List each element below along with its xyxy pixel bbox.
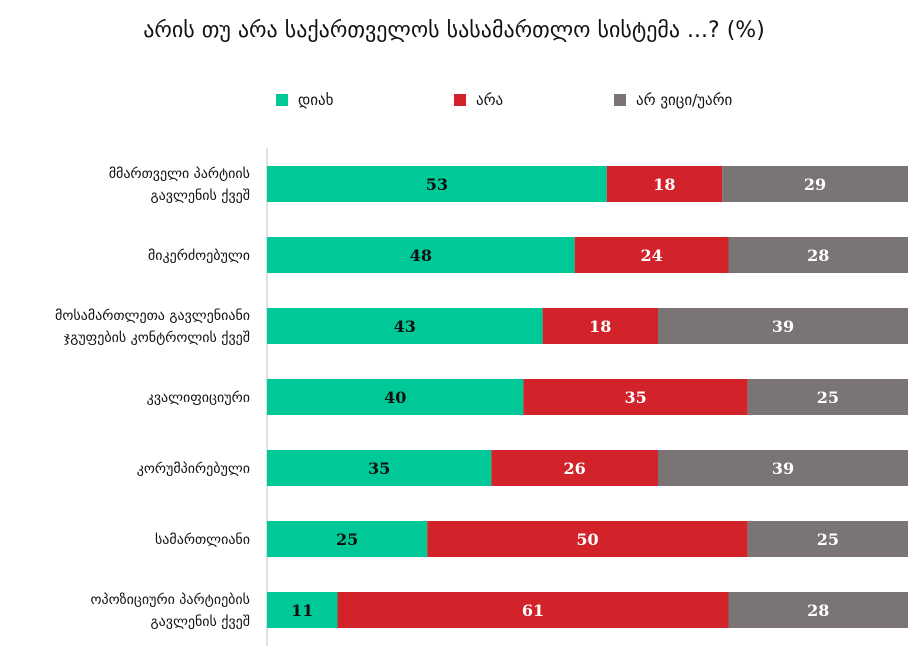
bar-segment-yes <box>267 521 428 557</box>
data-label-no: 18 <box>653 175 675 194</box>
legend-item-yes: დიახ <box>276 90 334 110</box>
data-label-dont-know: 28 <box>807 246 829 265</box>
bar-segment-yes <box>267 450 492 486</box>
bar-segment-dont-know <box>728 237 908 273</box>
legend-label-no: არა <box>476 91 504 109</box>
bar-segment-yes <box>267 166 607 202</box>
category-label: კვალიფიციური <box>147 389 250 406</box>
bar-segment-no <box>542 308 659 344</box>
data-label-dont-know: 29 <box>804 175 826 194</box>
bar-segment-no <box>427 521 748 557</box>
category-label: მიკერძოებული <box>148 247 250 264</box>
data-label-dont-know: 39 <box>772 459 794 478</box>
bar-segment-no <box>337 592 729 628</box>
bar-segment-no <box>491 450 659 486</box>
data-label-no: 26 <box>564 459 586 478</box>
data-label-no: 35 <box>624 388 646 407</box>
bar-segment-no <box>523 379 748 415</box>
data-label-yes: 11 <box>291 601 313 620</box>
category-label: კორუმპირებული <box>137 460 250 477</box>
category-label: სამართლიანი <box>155 531 250 548</box>
bar-segment-yes <box>267 379 524 415</box>
legend-item-dont-know: არ ვიცი/უარი <box>614 90 732 110</box>
data-label-no: 24 <box>640 246 662 265</box>
data-label-no: 50 <box>576 530 598 549</box>
bar-segment-no <box>574 237 729 273</box>
bar-segment-no <box>606 166 723 202</box>
bar-segment-dont-know <box>747 521 908 557</box>
legend-label-yes: დიახ <box>298 91 334 109</box>
data-label-yes: 43 <box>394 317 416 336</box>
category-label: მოსამართლეთა გავლენიანი ჯგუფების კონტროლი… <box>55 307 250 346</box>
bar-segment-yes <box>267 237 575 273</box>
bar-segment-dont-know <box>658 450 908 486</box>
legend-swatch-no <box>454 94 466 106</box>
legend-swatch-yes <box>276 94 288 106</box>
bar-segment-yes <box>267 592 338 628</box>
bar-segment-yes <box>267 308 543 344</box>
data-label-dont-know: 25 <box>817 530 839 549</box>
legend-label-dont-know: არ ვიცი/უარი <box>636 91 733 109</box>
category-label: მმართველი პარტიის გავლენის ქვეშ <box>109 165 250 204</box>
data-label-dont-know: 39 <box>772 317 794 336</box>
bar-segment-dont-know <box>747 379 908 415</box>
bar-segment-dont-know <box>722 166 908 202</box>
data-label-dont-know: 25 <box>817 388 839 407</box>
data-label-no: 18 <box>589 317 611 336</box>
data-label-yes: 48 <box>410 246 432 265</box>
data-label-dont-know: 28 <box>807 601 829 620</box>
data-label-no: 61 <box>522 601 544 620</box>
legend-item-no: არა <box>454 90 503 110</box>
category-label: ოპოზიციური პარტიების გავლენის ქვეშ <box>91 591 250 630</box>
chart-title: არის თუ არა საქართველოს სასამართლო სისტე… <box>143 18 765 43</box>
bar-segment-dont-know <box>728 592 908 628</box>
legend-swatch-dont-know <box>614 94 626 106</box>
bar-segment-dont-know <box>658 308 908 344</box>
data-label-yes: 25 <box>336 530 358 549</box>
data-label-yes: 53 <box>426 175 448 194</box>
data-label-yes: 40 <box>384 388 406 407</box>
data-label-yes: 35 <box>368 459 390 478</box>
